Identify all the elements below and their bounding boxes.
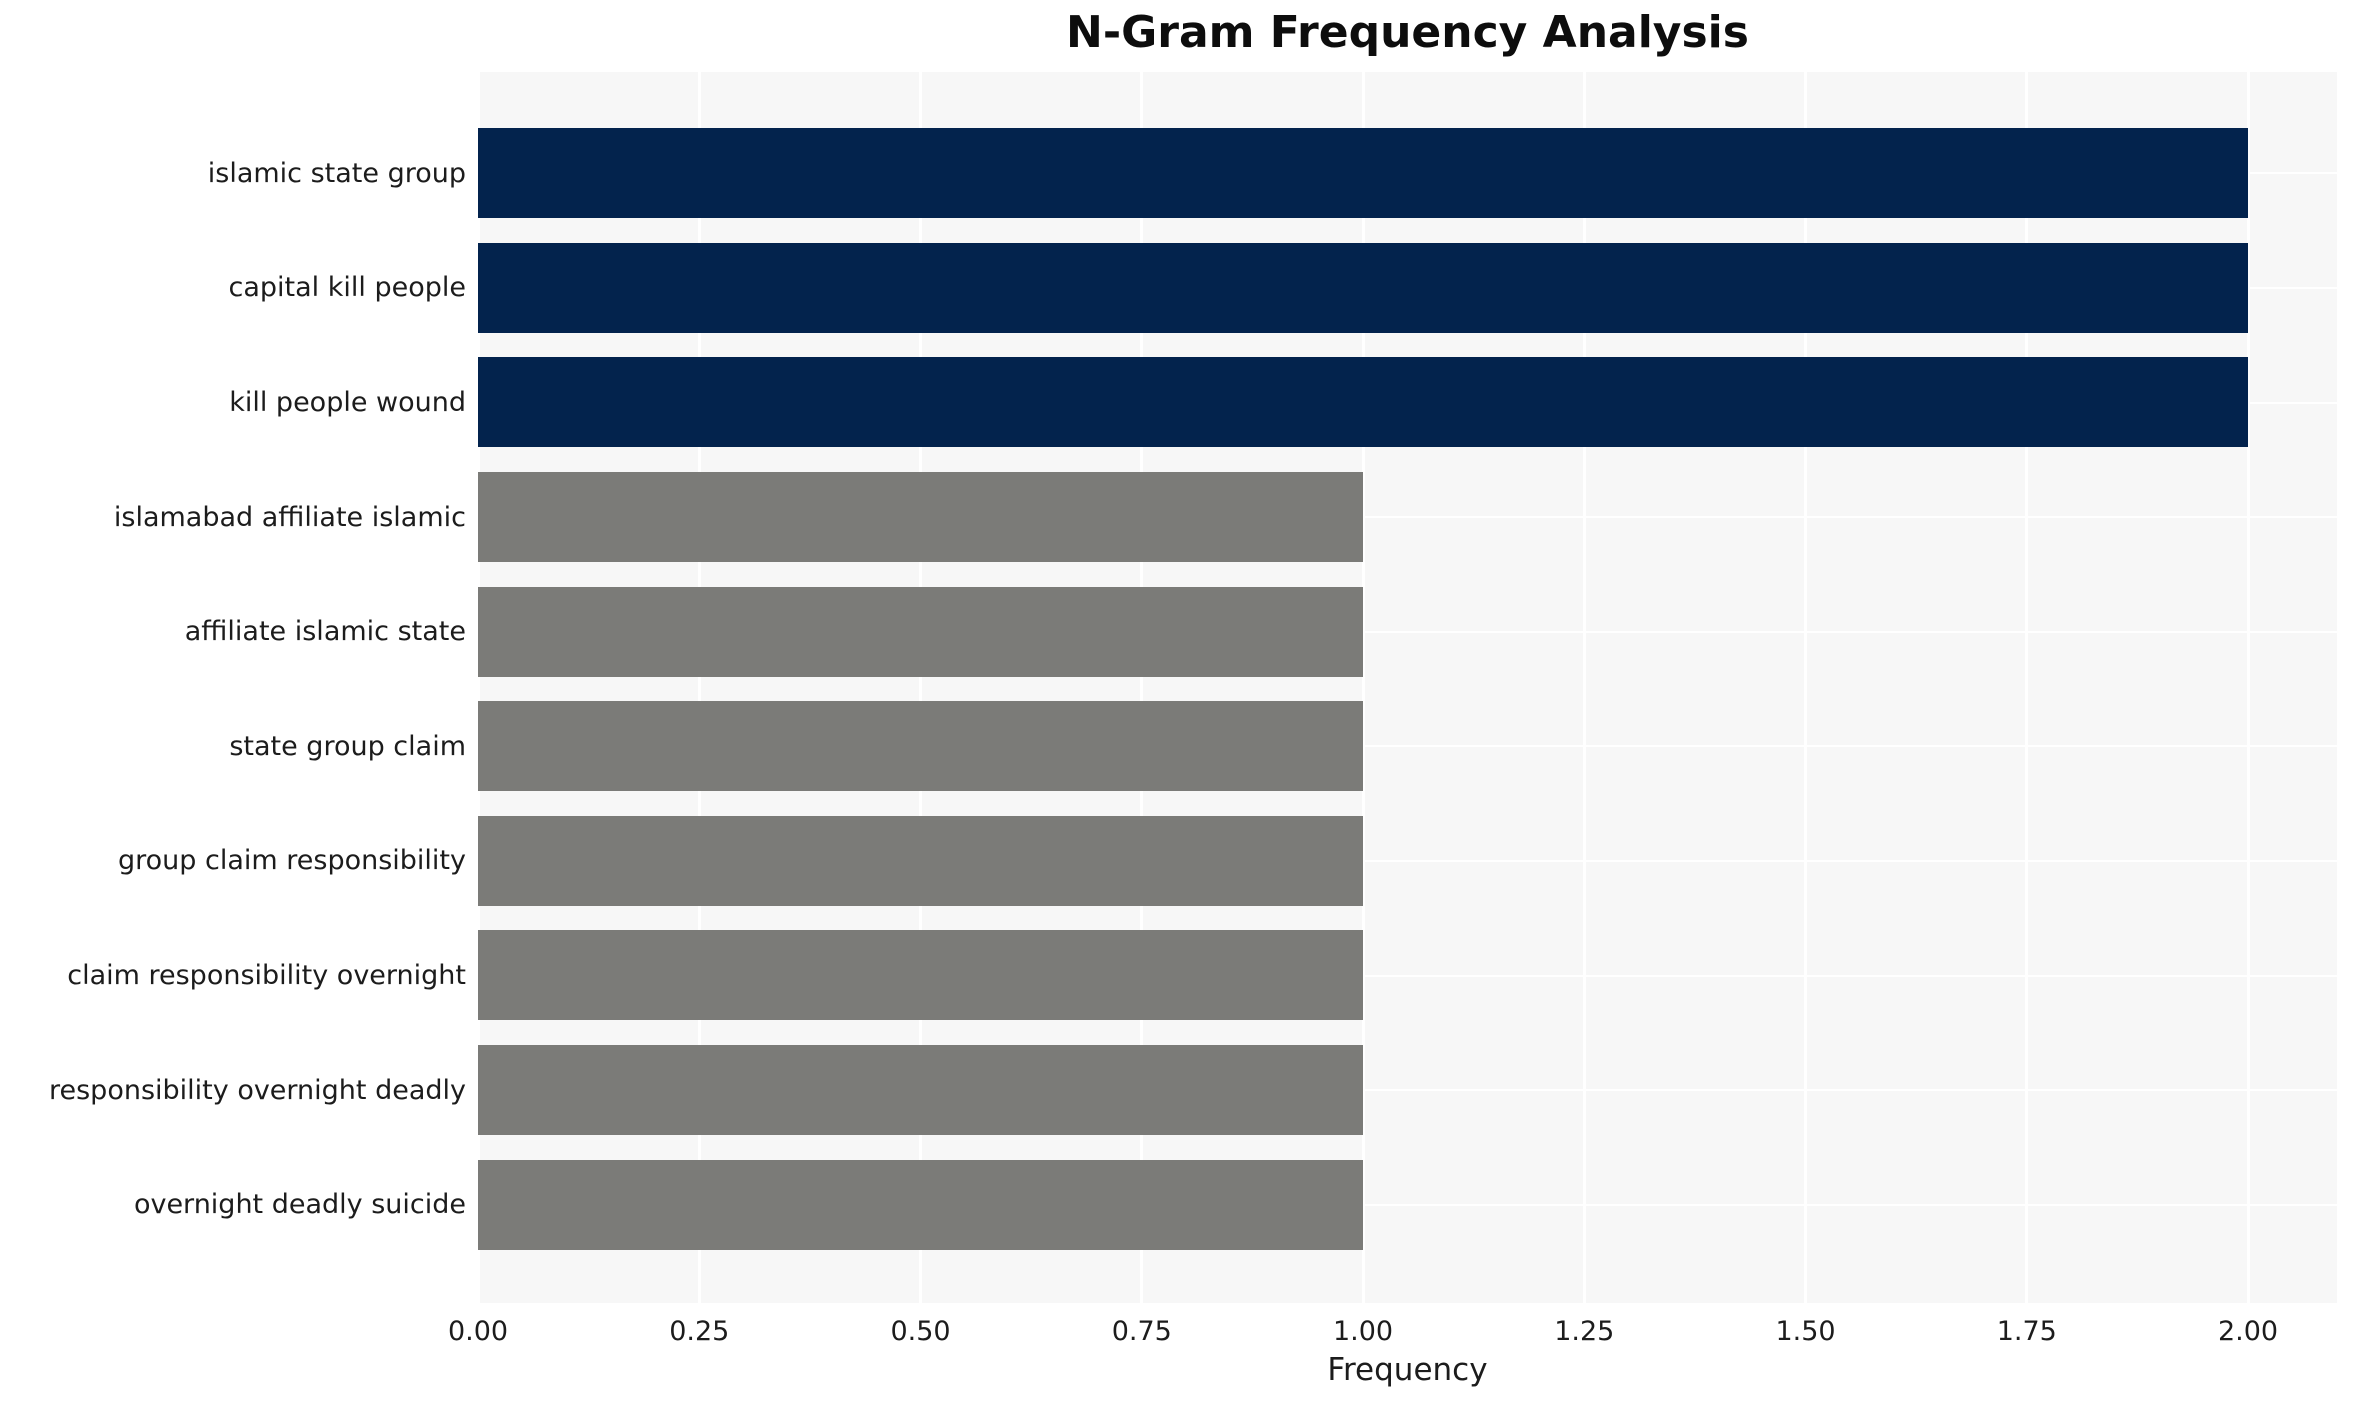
gridline-horizontal [478, 974, 2337, 977]
x-axis-tick-label: 0.25 [669, 1316, 730, 1347]
y-axis-label: group claim responsibility [117, 845, 466, 877]
bar [478, 815, 1363, 906]
bar-track [478, 689, 2356, 804]
x-axis-tick-label: 0.50 [890, 1316, 951, 1347]
gridline-horizontal [478, 745, 2337, 748]
bar-row: state group claim [0, 689, 2356, 804]
gridline-vertical [1140, 72, 1144, 1303]
gridline-vertical [1582, 72, 1586, 1303]
x-axis-tick-label: 0.00 [447, 1316, 509, 1347]
x-axis-tick-label: 1.75 [1996, 1316, 2057, 1347]
x-axis-tick-label: 1.00 [1332, 1316, 1394, 1347]
bar-row: islamabad affiliate islamic [0, 460, 2356, 575]
chart-title: N-Gram Frequency Analysis [1066, 7, 1749, 58]
bar-row: responsibility overnight deadly [0, 1033, 2356, 1148]
bar-row: overnight deadly suicide [0, 1147, 2356, 1262]
bar [478, 1045, 1363, 1136]
x-axis-ticks: 0.00 0.25 0.50 0.75 1.00 1.25 1.50 1.75 2.00 [448, 1316, 2337, 1352]
bar-track [478, 804, 2356, 919]
bar-row: claim responsibility overnight [0, 918, 2356, 1033]
y-axis-label: claim responsibility overnight [67, 959, 466, 991]
bar-row: group claim responsibility [0, 804, 2356, 919]
bar [478, 1159, 1363, 1250]
x-axis-tick-label: 1.25 [1554, 1316, 1615, 1347]
y-axis-label: islamabad affiliate islamic [113, 501, 466, 533]
bar-track [478, 345, 2356, 460]
gridline-horizontal [478, 1089, 2337, 1092]
bar-row: islamic state group [0, 116, 2356, 231]
bar-track [478, 574, 2356, 689]
gridline-horizontal [478, 859, 2337, 862]
gridline-vertical [919, 72, 922, 1303]
bar [478, 701, 1363, 792]
bar-row: kill people wound [0, 345, 2356, 460]
bar-track [478, 1033, 2356, 1148]
y-axis-label: affiliate islamic state [184, 616, 466, 648]
gridline-vertical [697, 72, 701, 1303]
bar [478, 586, 1363, 677]
gridline-vertical [476, 72, 480, 1303]
y-axis-label: kill people wound [229, 386, 466, 418]
x-axis-tick-label: 2.00 [2217, 1316, 2279, 1347]
x-axis-title: Frequency [1327, 1352, 1488, 1388]
y-axis-label: responsibility overnight deadly [49, 1074, 466, 1106]
bar-track [478, 231, 2356, 346]
gridline-vertical [1804, 72, 1807, 1303]
bar [478, 357, 2248, 448]
y-axis-label: state group claim [229, 730, 466, 762]
y-axis-label: islamic state group [207, 157, 466, 189]
bar [478, 930, 1363, 1021]
bar [478, 128, 2248, 219]
gridline-vertical [2025, 72, 2029, 1303]
x-axis-tick-label: 0.75 [1111, 1316, 1172, 1347]
bar [478, 472, 1363, 563]
bar-track [478, 918, 2356, 1033]
gridline-vertical [2246, 72, 2250, 1303]
x-axis-tick-label: 1.50 [1775, 1316, 1836, 1347]
bar [478, 242, 2248, 333]
gridline-horizontal [478, 516, 2337, 519]
y-axis-label: overnight deadly suicide [133, 1189, 466, 1221]
bar-row: capital kill people [0, 231, 2356, 346]
bar-track [478, 116, 2356, 231]
bar-rows: islamic state group capital kill people ki… [0, 72, 2356, 1303]
bar-track [478, 1147, 2356, 1262]
bar-track [478, 460, 2356, 575]
bar-row: affiliate islamic state [0, 574, 2356, 689]
gridline-vertical [1361, 72, 1365, 1303]
gridline-horizontal [478, 630, 2337, 633]
y-axis-label: capital kill people [228, 272, 467, 304]
gridline-horizontal [478, 1203, 2337, 1206]
